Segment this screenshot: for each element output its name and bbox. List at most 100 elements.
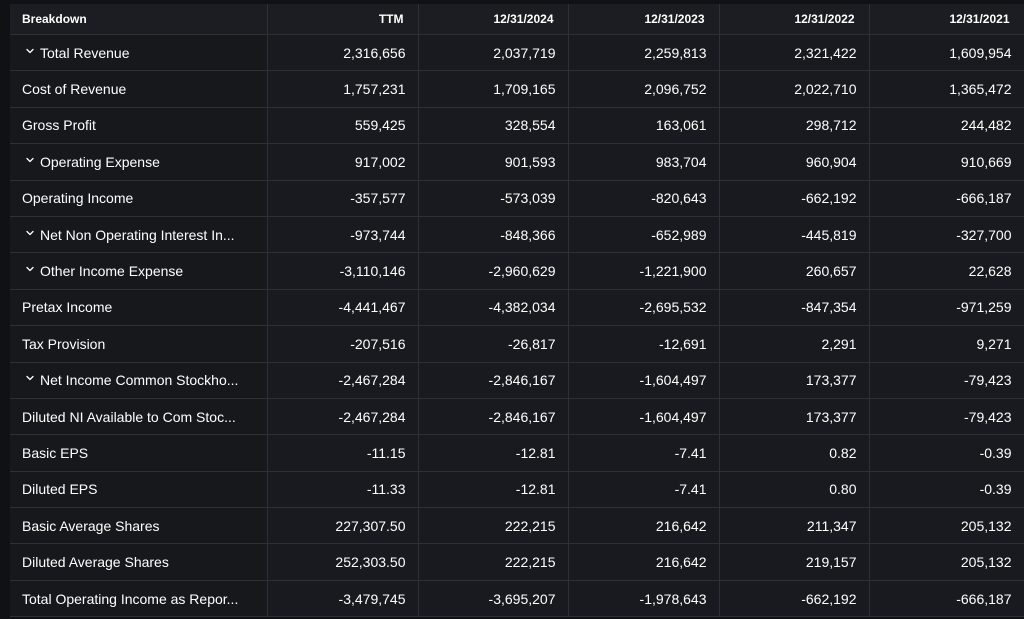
- row-label: Basic EPS: [22, 444, 89, 461]
- row-label-cell: Basic Average Shares: [10, 507, 268, 545]
- value-cell: -445,819: [719, 216, 870, 254]
- row-label-cell: Tax Provision: [10, 325, 268, 363]
- row-label: Diluted Average Shares: [22, 554, 169, 571]
- value-cell: -971,259: [869, 289, 1024, 327]
- row-label-cell[interactable]: Total Revenue: [10, 34, 268, 72]
- row-label-cell: Operating Income: [10, 180, 268, 217]
- value-cell: 1,365,472: [869, 70, 1024, 108]
- value-cell: -1,604,497: [568, 398, 720, 436]
- row-label: Net Income Common Stockho...: [40, 372, 239, 389]
- value-cell: -662,192: [719, 180, 870, 217]
- value-cell: 227,307.50: [267, 507, 419, 545]
- value-cell: 205,132: [869, 507, 1024, 545]
- value-cell: -848,366: [418, 216, 569, 254]
- value-cell: 219,157: [719, 543, 870, 581]
- value-cell: -79,423: [869, 362, 1024, 399]
- row-label-cell[interactable]: Net Income Common Stockho...: [10, 362, 268, 399]
- value-cell: -2,846,167: [418, 398, 569, 436]
- value-cell: -12,691: [568, 325, 720, 363]
- chevron-down-icon[interactable]: [26, 265, 34, 273]
- value-cell: 559,425: [267, 107, 419, 145]
- value-cell: -666,187: [869, 180, 1024, 217]
- row-label: Total Revenue: [40, 44, 130, 61]
- column-header-2021: 12/31/2021: [869, 4, 1024, 35]
- table-row[interactable]: Total Revenue 2,316,656 2,037,719 2,259,813…: [10, 34, 1024, 72]
- table-row: Diluted NI Available to Com Stoc... -2,46…: [10, 398, 1024, 436]
- value-cell: 205,132: [869, 543, 1024, 581]
- column-header-ttm: TTM: [267, 4, 419, 35]
- value-cell: -2,467,284: [267, 362, 419, 399]
- row-label-cell: Gross Profit: [10, 107, 268, 145]
- row-label: Diluted NI Available to Com Stoc...: [22, 408, 236, 425]
- row-label: Other Income Expense: [40, 263, 184, 280]
- value-cell: -666,187: [869, 580, 1024, 618]
- value-cell: 328,554: [418, 107, 569, 145]
- value-cell: 910,669: [869, 143, 1024, 181]
- value-cell: -2,695,532: [568, 289, 720, 327]
- value-cell: -2,960,629: [418, 252, 569, 290]
- column-header-2023: 12/31/2023: [568, 4, 720, 35]
- row-label: Diluted EPS: [22, 481, 98, 498]
- value-cell: 216,642: [568, 507, 720, 545]
- value-cell: -207,516: [267, 325, 419, 363]
- table-header: Breakdown TTM 12/31/2024 12/31/2023 12/3…: [10, 4, 1024, 35]
- row-label: Net Non Operating Interest In...: [40, 226, 235, 243]
- value-cell: -0.39: [869, 434, 1024, 472]
- value-cell: -2,846,167: [418, 362, 569, 399]
- row-label: Operating Income: [22, 190, 134, 207]
- value-cell: 901,593: [418, 143, 569, 181]
- column-header-2024: 12/31/2024: [418, 4, 569, 35]
- value-cell: 260,657: [719, 252, 870, 290]
- table-row[interactable]: Net Income Common Stockho... -2,467,284 -2…: [10, 362, 1024, 399]
- value-cell: 2,259,813: [568, 34, 720, 72]
- value-cell: -357,577: [267, 180, 419, 217]
- value-cell: 2,037,719: [418, 34, 569, 72]
- row-label: Gross Profit: [22, 117, 96, 134]
- value-cell: 960,904: [719, 143, 870, 181]
- row-label: Cost of Revenue: [22, 81, 127, 98]
- chevron-down-icon[interactable]: [26, 47, 34, 55]
- row-label-cell[interactable]: Net Non Operating Interest In...: [10, 216, 268, 254]
- value-cell: -1,604,497: [568, 362, 720, 399]
- column-header-breakdown: Breakdown: [10, 4, 268, 35]
- row-label-cell: Diluted Average Shares: [10, 543, 268, 581]
- row-label-cell: Diluted NI Available to Com Stoc...: [10, 398, 268, 436]
- table-row[interactable]: Operating Expense 917,002 901,593 983,704 96…: [10, 143, 1024, 181]
- value-cell: -3,110,146: [267, 252, 419, 290]
- value-cell: -573,039: [418, 180, 569, 217]
- value-cell: -1,221,900: [568, 252, 720, 290]
- value-cell: -12.81: [418, 471, 569, 509]
- table-body: Total Revenue 2,316,656 2,037,719 2,259,813…: [10, 34, 1024, 618]
- income-statement-table: Breakdown TTM 12/31/2024 12/31/2023 12/3…: [10, 4, 1024, 618]
- chevron-down-icon[interactable]: [26, 374, 34, 382]
- chevron-down-icon[interactable]: [26, 229, 34, 237]
- value-cell: 222,215: [418, 507, 569, 545]
- value-cell: 1,609,954: [869, 34, 1024, 72]
- value-cell: 298,712: [719, 107, 870, 145]
- table-row[interactable]: Net Non Operating Interest In... -973,744…: [10, 216, 1024, 254]
- row-label-cell[interactable]: Other Income Expense: [10, 252, 268, 290]
- value-cell: -3,479,745: [267, 580, 419, 618]
- chevron-down-icon[interactable]: [26, 156, 34, 164]
- value-cell: -1,978,643: [568, 580, 720, 618]
- row-label: Basic Average Shares: [22, 517, 160, 534]
- table-row: Diluted Average Shares 252,303.50 222,215 2…: [10, 543, 1024, 581]
- row-label-cell: Pretax Income: [10, 289, 268, 327]
- value-cell: 173,377: [719, 398, 870, 436]
- value-cell: -11.33: [267, 471, 419, 509]
- value-cell: 216,642: [568, 543, 720, 581]
- value-cell: -26,817: [418, 325, 569, 363]
- value-cell: 983,704: [568, 143, 720, 181]
- value-cell: -7.41: [568, 434, 720, 472]
- row-label-cell[interactable]: Operating Expense: [10, 143, 268, 181]
- row-label: Operating Expense: [40, 153, 160, 170]
- value-cell: -973,744: [267, 216, 419, 254]
- value-cell: -820,643: [568, 180, 720, 217]
- value-cell: 252,303.50: [267, 543, 419, 581]
- value-cell: 1,709,165: [418, 70, 569, 108]
- value-cell: -11.15: [267, 434, 419, 472]
- table-row: Cost of Revenue 1,757,231 1,709,165 2,096,7…: [10, 70, 1024, 108]
- value-cell: 22,628: [869, 252, 1024, 290]
- row-label-cell: Diluted EPS: [10, 471, 268, 509]
- table-row[interactable]: Other Income Expense -3,110,146 -2,960,629…: [10, 252, 1024, 290]
